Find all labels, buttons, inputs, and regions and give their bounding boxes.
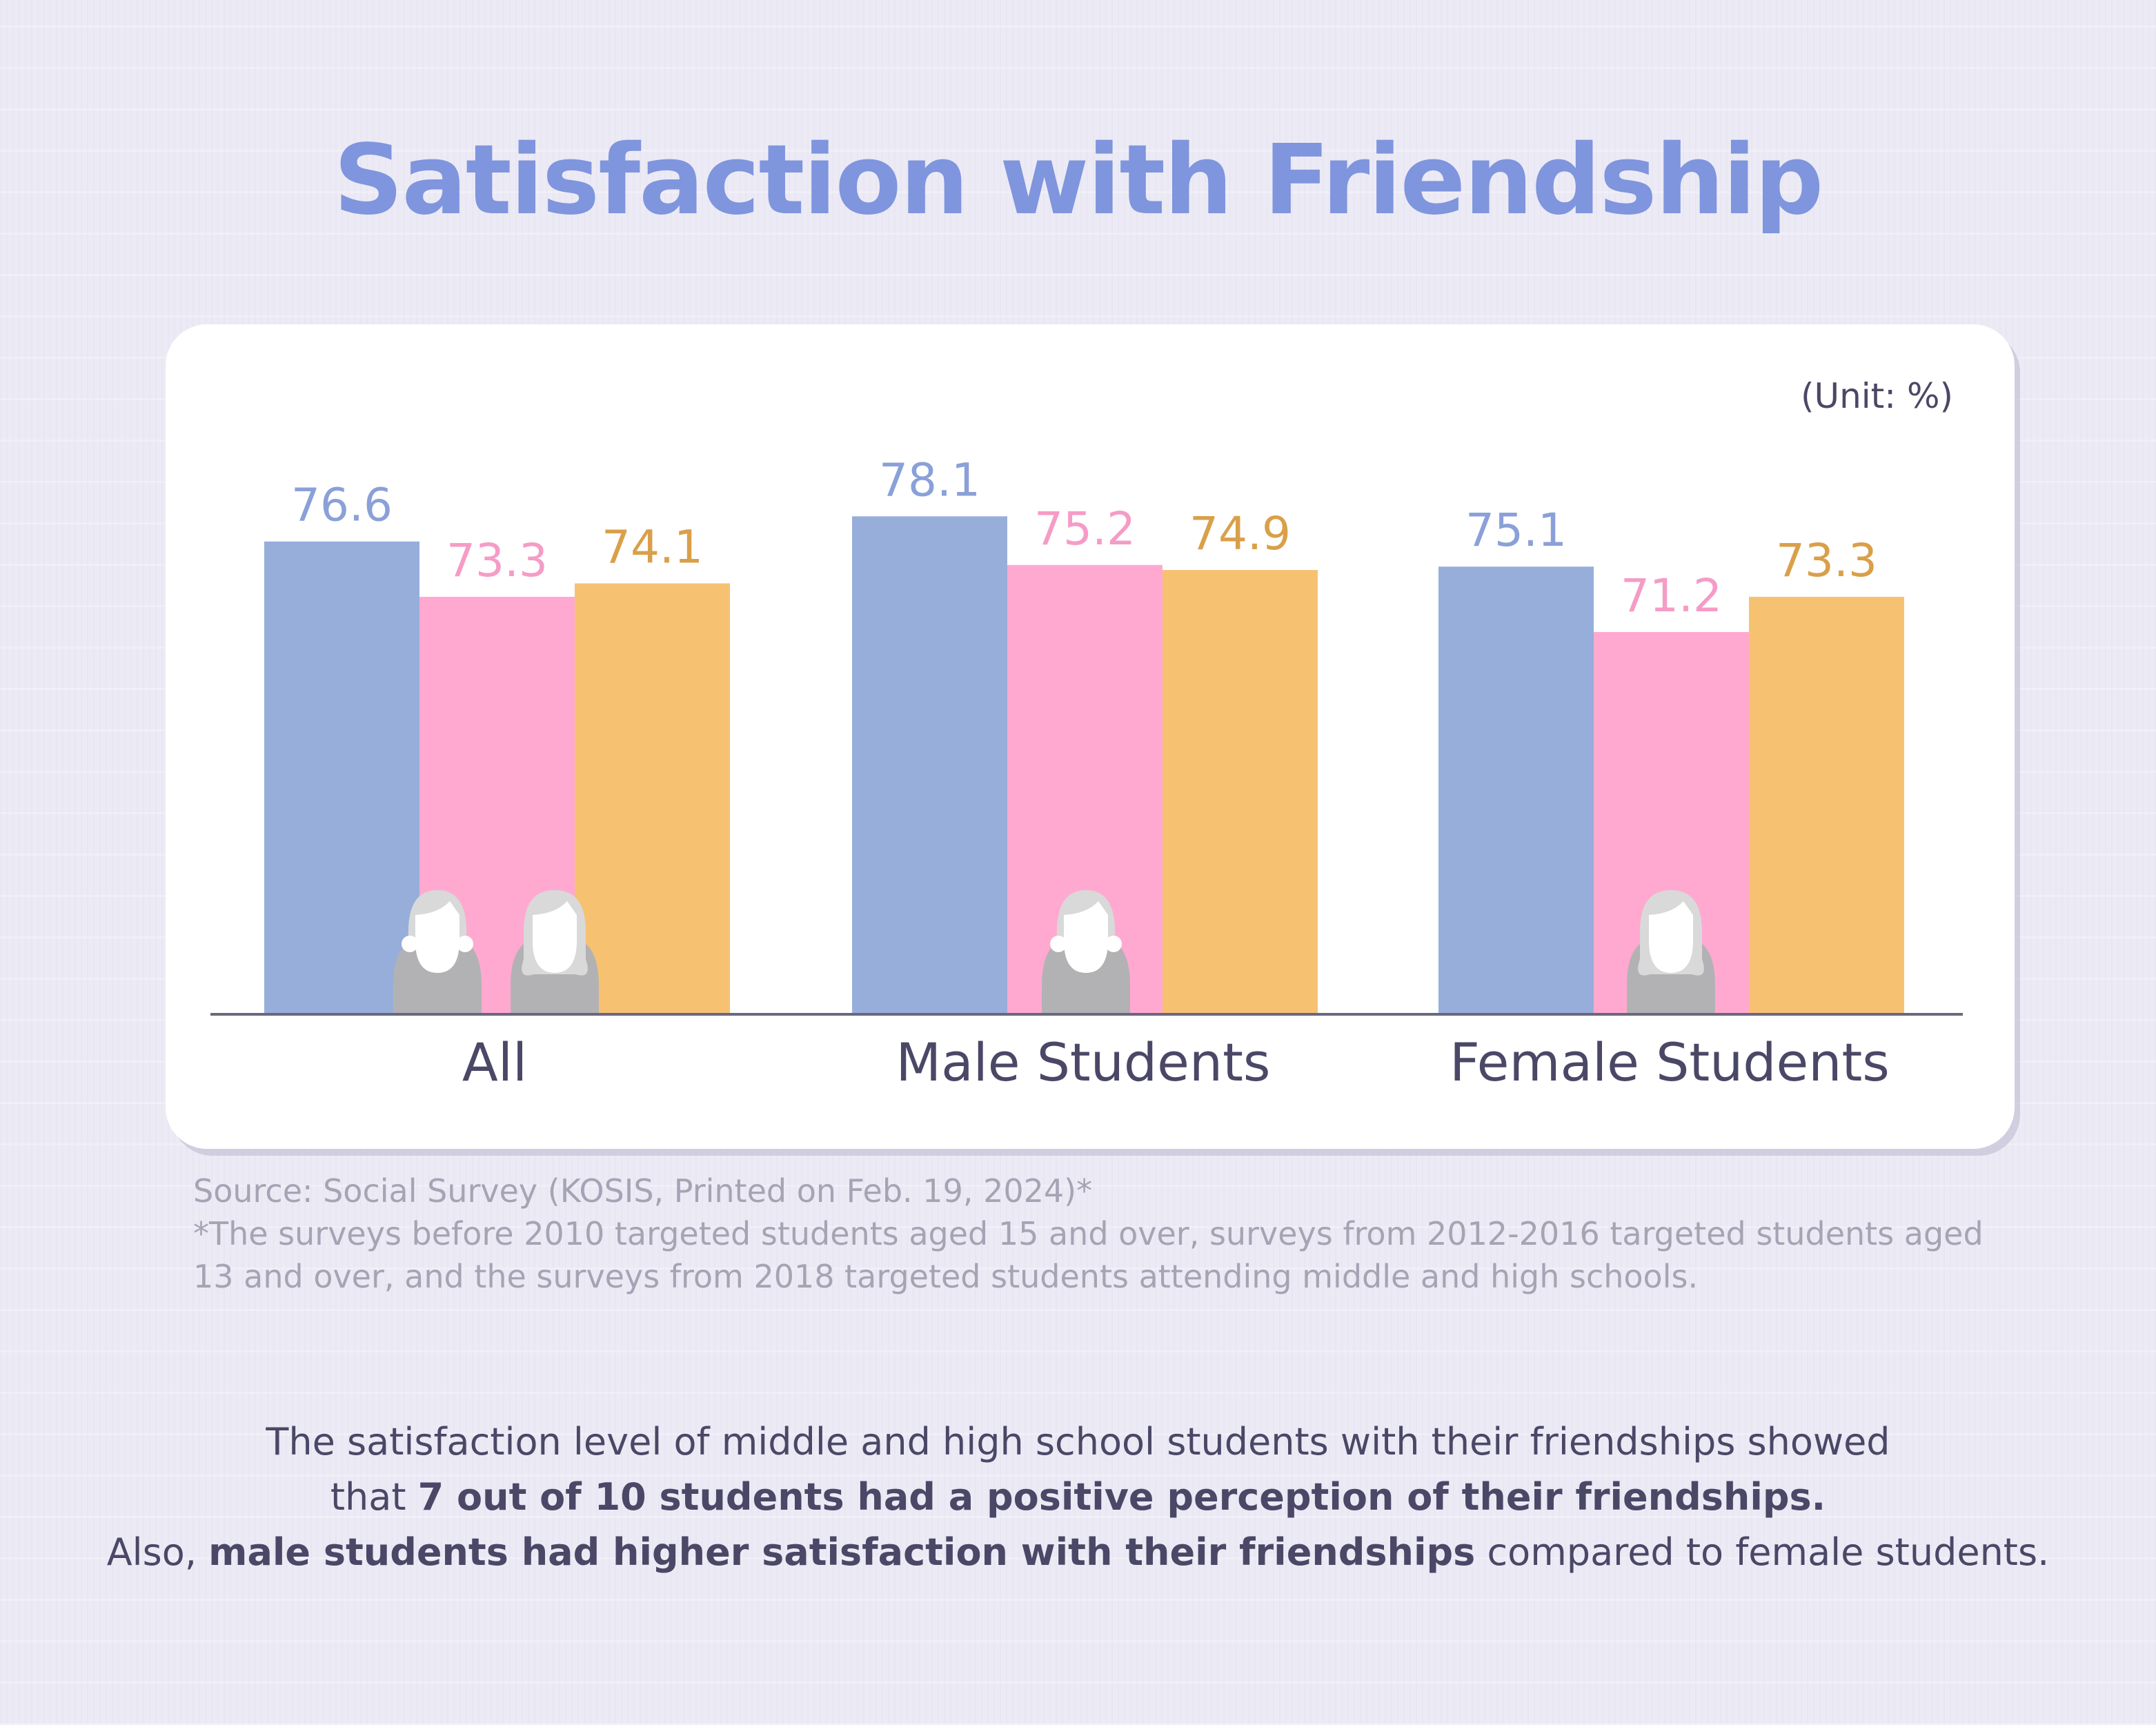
- summary-line-2a: that: [330, 1475, 418, 1519]
- page-title: Satisfaction with Friendship: [333, 124, 1824, 237]
- source-note: Source: Social Survey (KOSIS, Printed on…: [193, 1170, 2001, 1298]
- data-label: 74.1: [602, 520, 703, 573]
- data-label: 75.1: [1465, 504, 1567, 557]
- summary-line-3c: compared to female students.: [1475, 1530, 2050, 1574]
- data-label: 75.2: [1034, 502, 1136, 555]
- data-label: 78.1: [879, 453, 980, 506]
- bar: [264, 541, 419, 1014]
- source-text: Source: Social Survey (KOSIS, Printed on…: [193, 1172, 1093, 1210]
- summary-line-1: The satisfaction level of middle and hig…: [266, 1420, 1890, 1463]
- female-student-icon: [511, 890, 599, 1014]
- unit-label: (Unit: %): [1801, 376, 1954, 416]
- data-label: 71.2: [1621, 569, 1722, 622]
- summary-line-3a: Also,: [106, 1530, 209, 1574]
- male-student-icon: [393, 890, 482, 1014]
- bar: [852, 516, 1007, 1014]
- category-label-all: All: [462, 1032, 528, 1093]
- summary-highlight-2: male students had higher satisfaction wi…: [208, 1530, 1476, 1574]
- category-label-male: Male Students: [896, 1032, 1271, 1093]
- summary-text: The satisfaction level of middle and hig…: [0, 1414, 2156, 1580]
- male-student-icon: [1042, 890, 1130, 1014]
- bar: [575, 583, 730, 1014]
- bar: [1163, 570, 1318, 1014]
- category-label-female: Female Students: [1450, 1032, 1890, 1093]
- data-label: 76.6: [291, 479, 393, 532]
- summary-highlight-1: 7 out of 10 students had a positive perc…: [417, 1475, 1826, 1519]
- bar: [1438, 566, 1594, 1014]
- footnote-text: *The surveys before 2010 targeted studen…: [193, 1215, 1984, 1295]
- data-label: 73.3: [446, 534, 548, 587]
- female-student-icon: [1627, 890, 1715, 1014]
- x-axis-line: [210, 1013, 1963, 1016]
- bar: [1749, 596, 1904, 1014]
- data-label: 73.3: [1776, 534, 1877, 587]
- data-label: 74.9: [1189, 507, 1291, 560]
